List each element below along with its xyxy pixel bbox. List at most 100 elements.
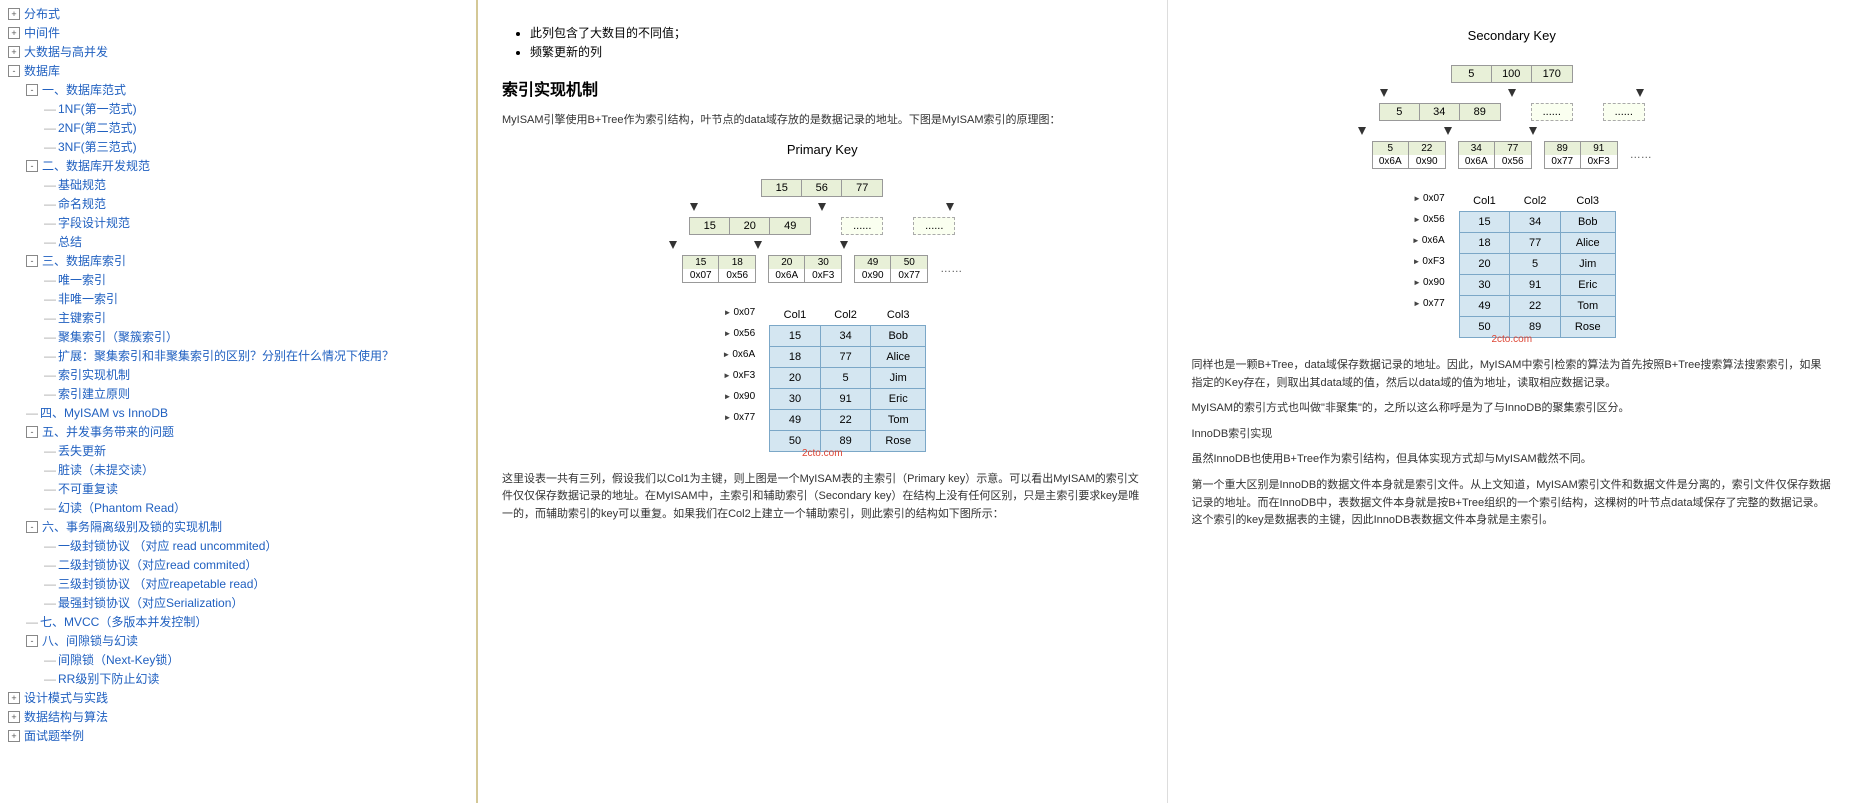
tree-item[interactable]: +分布式 xyxy=(8,4,468,23)
tree-item-label: 不可重复读 xyxy=(58,480,118,497)
expand-icon[interactable]: + xyxy=(8,711,20,723)
tree-leaf-icon: — xyxy=(44,349,56,363)
collapse-icon[interactable]: - xyxy=(8,65,20,77)
diagram-title: Secondary Key xyxy=(1468,28,1556,43)
tree-item[interactable]: +数据结构与算法 xyxy=(8,707,468,726)
btree-leaf-node: 34770x6A0x56 xyxy=(1458,141,1532,169)
tree-item[interactable]: —最强封锁协议（对应Serialization） xyxy=(8,593,468,612)
tree-item[interactable]: —RR级别下防止幻读 xyxy=(8,669,468,688)
tree-item[interactable]: —2NF(第二范式) xyxy=(8,118,468,137)
tree-item[interactable]: —索引建立原则 xyxy=(8,384,468,403)
tree-item[interactable]: —字段设计规范 xyxy=(8,213,468,232)
outline-sidebar[interactable]: +分布式+中间件+大数据与高并发-数据库-一、数据库范式—1NF(第一范式)—2… xyxy=(0,0,478,803)
tree-item-label: 扩展：聚集索引和非聚集索引的区别？分别在什么情况下使用？ xyxy=(58,347,394,364)
tree-item[interactable]: —非唯一索引 xyxy=(8,289,468,308)
page-right: Secondary Key510017053489............522… xyxy=(1168,0,1856,803)
collapse-icon[interactable]: - xyxy=(26,635,38,647)
data-pointer: 0xF3 xyxy=(719,368,759,383)
btree-root-node: 5100170 xyxy=(1451,65,1573,83)
btree-leaf-node: 20300x6A0xF3 xyxy=(768,255,842,283)
tree-leaf-icon: — xyxy=(44,463,56,477)
data-table: Col1Col2Col31534Bob1877Alice205Jim3091Er… xyxy=(769,305,926,452)
tree-item[interactable]: —丢失更新 xyxy=(8,441,468,460)
tree-item[interactable]: -数据库 xyxy=(8,61,468,80)
watermark: 2cto.com xyxy=(802,448,843,459)
collapse-icon[interactable]: - xyxy=(26,255,38,267)
tree-item[interactable]: —三级封锁协议 （对应reapetable read） xyxy=(8,574,468,593)
tree-item[interactable]: —基础规范 xyxy=(8,175,468,194)
collapse-icon[interactable]: - xyxy=(26,160,38,172)
tree-item[interactable]: —3NF(第三范式) xyxy=(8,137,468,156)
tree-item[interactable]: —四、MyISAM vs InnoDB xyxy=(8,403,468,422)
btree-internal-node: 152049 xyxy=(689,217,811,235)
expand-icon[interactable]: + xyxy=(8,27,20,39)
tree-item[interactable]: —一级封锁协议 （对应 read uncommited） xyxy=(8,536,468,555)
tree-item[interactable]: —主键索引 xyxy=(8,308,468,327)
tree-leaf-icon: — xyxy=(44,311,56,325)
tree-item-label: 二级封锁协议（对应read commited） xyxy=(58,556,257,573)
btree-leaf-node: 89910x770xF3 xyxy=(1544,141,1618,169)
tree-item-label: 三、数据库索引 xyxy=(42,252,126,269)
data-pointer: 0x77 xyxy=(1409,296,1449,311)
tree-item-label: 五、并发事务带来的问题 xyxy=(42,423,174,440)
intro-paragraph: MyISAM引擎使用B+Tree作为索引结构，叶节点的data域存放的是数据记录… xyxy=(502,112,1143,130)
tree-item[interactable]: —扩展：聚集索引和非聚集索引的区别？分别在什么情况下使用？ xyxy=(8,346,468,365)
body-paragraph: 虽然InnoDB也使用B+Tree作为索引结构，但具体实现方式却与MyISAM截… xyxy=(1192,451,1833,469)
tree-item[interactable]: +设计模式与实践 xyxy=(8,688,468,707)
tree-item-label: 数据库 xyxy=(24,62,60,79)
tree-item[interactable]: —不可重复读 xyxy=(8,479,468,498)
tree-item[interactable]: —间隙锁（Next-Key锁） xyxy=(8,650,468,669)
tree-item[interactable]: —命名规范 xyxy=(8,194,468,213)
tree-leaf-icon: — xyxy=(44,140,56,154)
expand-icon[interactable]: + xyxy=(8,692,20,704)
data-pointer: 0x90 xyxy=(720,389,760,404)
btree-placeholder-node: ...... xyxy=(1531,103,1573,121)
tree-item[interactable]: -一、数据库范式 xyxy=(8,80,468,99)
tree-item-label: 主键索引 xyxy=(58,309,106,326)
expand-icon[interactable]: + xyxy=(8,46,20,58)
tree-item[interactable]: —七、MVCC（多版本并发控制） xyxy=(8,612,468,631)
tree-item[interactable]: -六、事务隔离级别及锁的实现机制 xyxy=(8,517,468,536)
tree-item[interactable]: —二级封锁协议（对应read commited） xyxy=(8,555,468,574)
tree-item[interactable]: -五、并发事务带来的问题 xyxy=(8,422,468,441)
tree-item-label: 基础规范 xyxy=(58,176,106,193)
tree-leaf-icon: — xyxy=(44,178,56,192)
btree-leaf-node: 15180x070x56 xyxy=(682,255,756,283)
data-table: Col1Col2Col31534Bob1877Alice205Jim3091Er… xyxy=(1459,191,1616,338)
btree-leaf-node: 49500x900x77 xyxy=(854,255,928,283)
tree-item[interactable]: —唯一索引 xyxy=(8,270,468,289)
tree-item[interactable]: +大数据与高并发 xyxy=(8,42,468,61)
tree-leaf-icon: — xyxy=(44,444,56,458)
tree-leaf-icon: — xyxy=(44,102,56,116)
tree-leaf-icon: — xyxy=(44,672,56,686)
btree-placeholder-node: ...... xyxy=(841,217,883,235)
tree-item-label: 三级封锁协议 （对应reapetable read） xyxy=(58,575,265,592)
tree-item-label: 2NF(第二范式) xyxy=(58,119,137,136)
tree-leaf-icon: — xyxy=(44,577,56,591)
tree-item[interactable]: —1NF(第一范式) xyxy=(8,99,468,118)
tree-item[interactable]: -八、间隙锁与幻读 xyxy=(8,631,468,650)
tree-item[interactable]: —索引实现机制 xyxy=(8,365,468,384)
tree-item-label: 八、间隙锁与幻读 xyxy=(42,632,138,649)
tree-item[interactable]: —聚集索引（聚簇索引） xyxy=(8,327,468,346)
tree-item-label: 一、数据库范式 xyxy=(42,81,126,98)
watermark: 2cto.com xyxy=(1491,334,1532,345)
tree-item[interactable]: —总结 xyxy=(8,232,468,251)
expand-icon[interactable]: + xyxy=(8,730,20,742)
body-paragraph: 同样也是一颗B+Tree，data域保存数据记录的地址。因此，MyISAM中索引… xyxy=(1192,357,1833,392)
data-pointer: 0x77 xyxy=(720,410,760,425)
collapse-icon[interactable]: - xyxy=(26,521,38,533)
tree-item[interactable]: +中间件 xyxy=(8,23,468,42)
tree-item[interactable]: +面试题举例 xyxy=(8,726,468,745)
outro-paragraph: 这里设表一共有三列，假设我们以Col1为主键，则上图是一个MyISAM表的主索引… xyxy=(502,471,1143,524)
ellipsis: …… xyxy=(940,263,962,275)
collapse-icon[interactable]: - xyxy=(26,84,38,96)
tree-item-label: RR级别下防止幻读 xyxy=(58,670,159,687)
expand-icon[interactable]: + xyxy=(8,8,20,20)
tree-item[interactable]: -二、数据库开发规范 xyxy=(8,156,468,175)
tree-item[interactable]: -三、数据库索引 xyxy=(8,251,468,270)
tree-item[interactable]: —幻读（Phantom Read） xyxy=(8,498,468,517)
body-paragraph: InnoDB索引实现 xyxy=(1192,426,1833,444)
tree-item[interactable]: —脏读（未提交读） xyxy=(8,460,468,479)
collapse-icon[interactable]: - xyxy=(26,426,38,438)
